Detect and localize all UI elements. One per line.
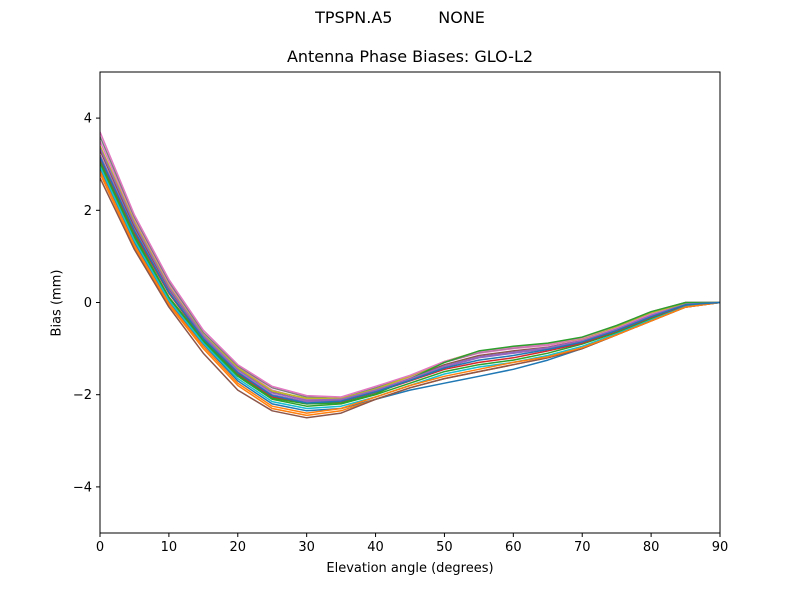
antenna-name: TPSPN.A5 xyxy=(315,8,393,27)
figure-suptitle: TPSPN.A5 NONE xyxy=(0,8,800,27)
series-line-15 xyxy=(100,147,720,401)
series-line-13 xyxy=(100,161,720,405)
series-line-4 xyxy=(100,159,720,405)
y-tick-label: −4 xyxy=(73,480,92,495)
radome-name: NONE xyxy=(438,8,485,27)
x-tick-label: 40 xyxy=(367,540,384,555)
x-tick-label: 30 xyxy=(298,540,315,555)
x-tick-label: 70 xyxy=(574,540,591,555)
x-axis-label: Elevation angle (degrees) xyxy=(326,561,494,576)
series-line-8 xyxy=(100,136,720,400)
x-tick-label: 50 xyxy=(436,540,453,555)
series-line-5 xyxy=(100,154,720,403)
series-line-14 xyxy=(100,170,720,414)
y-tick-label: 2 xyxy=(84,204,92,219)
x-tick-label: 20 xyxy=(230,540,247,555)
x-tick-label: 90 xyxy=(712,540,729,555)
chart-title: Antenna Phase Biases: GLO-L2 xyxy=(286,47,534,66)
series-line-9 xyxy=(100,145,720,400)
x-tick-label: 60 xyxy=(505,540,522,555)
y-tick-label: 4 xyxy=(84,112,92,127)
y-axis-label: Bias (mm) xyxy=(49,269,65,337)
series-line-16 xyxy=(100,156,720,404)
x-tick-label: 10 xyxy=(161,540,178,555)
x-tick-label: 80 xyxy=(643,540,660,555)
series-line-3 xyxy=(100,163,720,407)
x-tick-label: 0 xyxy=(96,540,104,555)
plot-frame xyxy=(99,71,721,534)
series-line-6 xyxy=(100,150,720,401)
series-line-11 xyxy=(100,177,720,419)
series-line-12 xyxy=(100,131,720,398)
y-tick-label: 0 xyxy=(84,296,92,311)
series-line-7 xyxy=(100,140,720,401)
series-line-10 xyxy=(100,166,720,410)
y-tick-label: −2 xyxy=(73,388,92,403)
